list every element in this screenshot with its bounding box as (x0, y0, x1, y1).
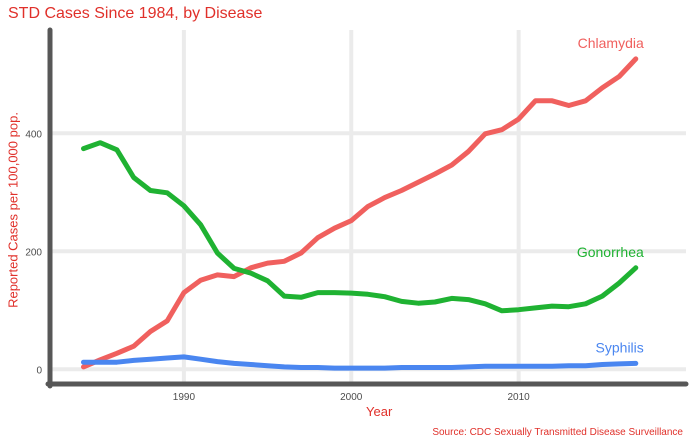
y-axis-label: Reported Cases per 100,000 pop. (5, 112, 21, 308)
series-line-syphilis (81, 354, 639, 371)
series-label-chlamydia: Chlamydia (578, 35, 644, 51)
x-axis-label: Year (366, 404, 393, 419)
y-tick-label: 400 (25, 129, 42, 140)
y-tick-label: 0 (36, 365, 42, 376)
series-label-gonorrhea: Gonorrhea (577, 244, 644, 260)
tick-labels: 1990 2000 2010 0 200 400 (25, 129, 530, 403)
series-labels: Chlamydia Gonorrhea Syphilis (577, 35, 644, 355)
x-tick-label: 2000 (340, 392, 363, 403)
x-tick-label: 1990 (173, 392, 196, 403)
gridlines (50, 30, 686, 384)
chart-title: STD Cases Since 1984, by Disease (8, 5, 263, 22)
series-line-chlamydia (81, 56, 639, 370)
y-tick-label: 200 (25, 247, 42, 258)
axes (45, 27, 689, 389)
source-caption: Source: CDC Sexually Transmitted Disease… (432, 427, 683, 438)
x-tick-label: 2010 (508, 392, 531, 403)
series-line-gonorrhea (81, 140, 639, 314)
series-label-syphilis: Syphilis (596, 339, 644, 355)
series-lines (81, 56, 639, 371)
